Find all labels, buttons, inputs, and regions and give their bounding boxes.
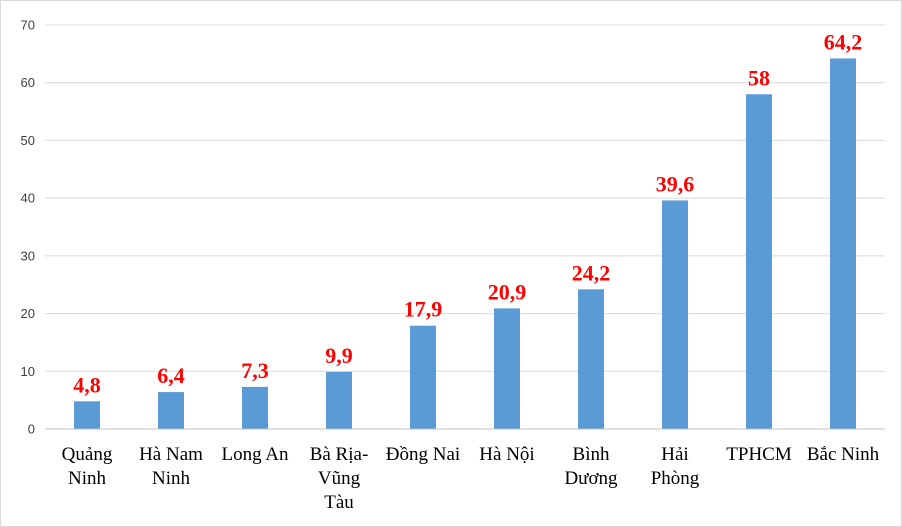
x-tick-label: Bắc Ninh (807, 444, 880, 465)
x-tick-label-line: Bà Rịa- (310, 444, 369, 465)
y-tick-label: 10 (21, 364, 35, 379)
x-tick-label-line: TPHCM (726, 444, 792, 465)
data-label: 4,8 (73, 372, 101, 397)
x-tick-label-line: Đồng Nai (386, 444, 460, 465)
bar (662, 200, 688, 429)
bar (494, 308, 520, 429)
x-tick-label-line: Vũng (318, 468, 361, 489)
data-label: 39,6 (656, 171, 695, 196)
bar (158, 392, 184, 429)
y-tick-label: 0 (28, 422, 35, 437)
bars (74, 58, 856, 430)
x-tick-label: Hà Nội (479, 444, 534, 465)
data-label: 64,2 (824, 29, 863, 54)
y-tick-label: 20 (21, 306, 35, 321)
x-tick-label-line: Quảng (62, 444, 113, 465)
y-tick-label: 50 (21, 133, 35, 148)
x-tick-label: Long An (221, 444, 289, 465)
y-tick-label: 60 (21, 75, 35, 90)
x-tick-label-line: Phòng (651, 468, 700, 489)
gridlines (45, 24, 885, 372)
y-tick-label: 40 (21, 191, 35, 206)
x-tick-label-line: Bắc Ninh (807, 444, 880, 465)
x-tick-label: Bình Dương (564, 444, 618, 489)
x-tick-label: Đồng Nai (386, 444, 460, 465)
bar (242, 386, 268, 429)
bar (746, 94, 772, 429)
x-tick-label-line: Bình (573, 444, 610, 465)
x-tick-label: Quảng Ninh (62, 444, 113, 489)
data-label: 17,9 (404, 297, 443, 322)
data-label: 7,3 (241, 358, 269, 383)
data-label: 58 (748, 65, 770, 90)
bar (326, 371, 352, 429)
x-tick-label-line: Tàu (324, 492, 354, 513)
x-tick-label-line: Dương (564, 468, 618, 489)
x-tick-label-line: Ninh (152, 468, 191, 489)
x-tick-label: Hà Nam Ninh (139, 444, 203, 489)
data-label: 24,2 (572, 260, 611, 285)
y-tick-label: 30 (21, 248, 35, 263)
data-label: 9,9 (325, 343, 353, 368)
bar (578, 289, 604, 429)
bar (830, 58, 856, 430)
data-label: 20,9 (488, 279, 527, 304)
x-tick-label-line: Long An (221, 444, 289, 465)
bar (410, 325, 436, 429)
x-tick-label: TPHCM (726, 444, 792, 465)
x-tick-label-line: Ninh (68, 468, 107, 489)
x-tick-label: Bà Rịa- Vũng Tàu (310, 444, 369, 513)
x-tick-label-line: Hà Nam (139, 444, 203, 465)
x-tick-label-line: Hải (661, 444, 688, 465)
y-axis-tick-labels: 0 10 20 30 40 50 60 70 (21, 18, 35, 437)
data-labels: 4,8 6,4 7,3 9,9 17,9 20,9 24,2 39,6 58 64,2 (73, 29, 862, 397)
bar (74, 401, 100, 429)
y-tick-label: 70 (21, 18, 35, 33)
x-axis-tick-labels: Quảng Ninh Hà Nam Ninh Long An Bà Rịa- Vũng Tàu… (62, 444, 880, 513)
x-tick-label-line: Hà Nội (479, 444, 534, 465)
x-tick-label: Hải Phòng (651, 444, 700, 489)
data-label: 6,4 (157, 363, 185, 388)
